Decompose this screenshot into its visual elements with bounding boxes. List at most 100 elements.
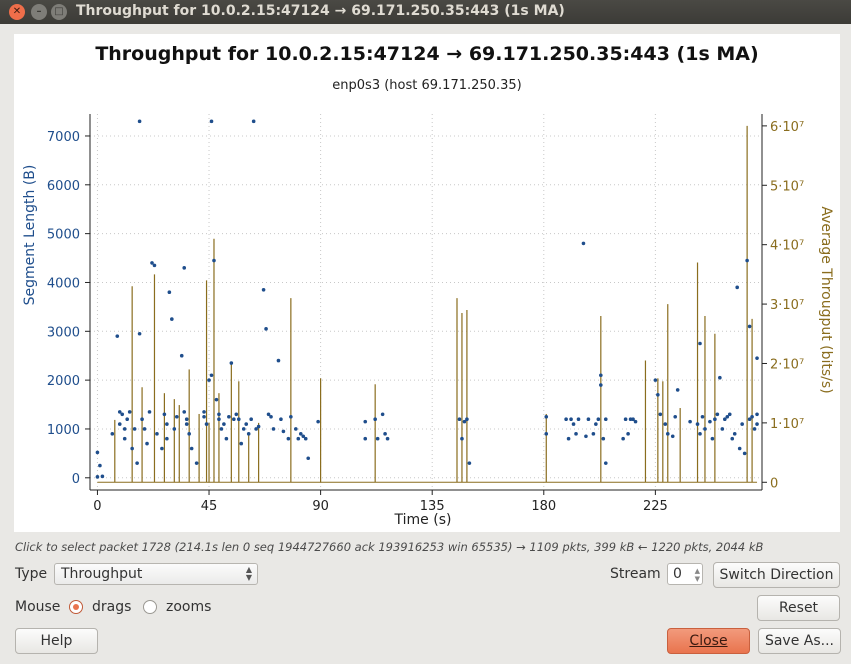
segment-point <box>375 436 380 441</box>
segment-point <box>174 414 179 419</box>
segment-point <box>271 427 276 431</box>
chart-grid <box>90 114 762 490</box>
segment-point <box>217 417 221 421</box>
segment-point <box>623 417 628 421</box>
segment-point <box>246 432 251 436</box>
type-label: Type <box>15 566 48 582</box>
segment-point <box>98 463 102 468</box>
segment-point <box>732 432 737 436</box>
segment-point <box>135 461 139 465</box>
segment-point <box>663 422 668 426</box>
x-axis-label: Time (s) <box>394 512 452 528</box>
segment-point <box>584 434 588 439</box>
window-title: Throughput for 10.0.2.15:47124 → 69.171.… <box>76 3 565 19</box>
type-combobox[interactable]: Throughput ▲ ▼ <box>54 563 258 585</box>
segment-point <box>266 412 271 417</box>
switch-direction-button[interactable]: Switch Direction <box>713 562 840 588</box>
segment-point <box>621 436 625 441</box>
segment-point <box>160 446 164 451</box>
x-tick-label: 180 <box>531 499 556 514</box>
throughput-chart[interactable]: 0 45 90 135 180 225 0 1000 2000 3000 4000 5000 6000 7… <box>14 34 840 532</box>
window-maximize-icon[interactable]: □ <box>51 4 67 20</box>
segment-point <box>658 412 663 417</box>
segment-point <box>603 461 608 465</box>
segment-point <box>142 427 147 431</box>
segment-point <box>127 410 132 414</box>
y2-tick-label: 0 <box>770 476 778 491</box>
y-tick-label: 1000 <box>47 423 80 438</box>
x-tick-label: 0 <box>93 499 101 514</box>
segment-point <box>229 361 234 365</box>
save-as-button[interactable]: Save As... <box>758 628 841 654</box>
segment-point <box>117 422 122 426</box>
y2-tick-label: 6·10⁷ <box>770 120 804 135</box>
reset-button[interactable]: Reset <box>757 595 840 621</box>
spin-arrows-icon[interactable]: ▲ ▼ <box>694 567 700 583</box>
segment-point <box>155 432 159 436</box>
segment-point <box>286 436 291 441</box>
y-tick-label: 7000 <box>47 130 80 145</box>
segment-point <box>187 432 191 436</box>
help-button[interactable]: Help <box>15 628 98 654</box>
type-combobox-value: Throughput <box>61 566 143 582</box>
segment-point <box>718 375 722 380</box>
segment-point <box>172 427 177 431</box>
segment-point <box>670 434 675 439</box>
segment-point <box>296 436 301 441</box>
segment-point <box>244 422 249 426</box>
segment-point <box>755 422 759 426</box>
stream-spinbox[interactable]: 0 ▲ ▼ <box>667 563 703 585</box>
y-tick-label: 2000 <box>47 374 80 389</box>
y-tick-label: 6000 <box>47 179 80 194</box>
drags-label[interactable]: drags <box>92 599 132 615</box>
mouse-label: Mouse <box>15 599 61 615</box>
segment-point <box>150 261 154 265</box>
throughput-series <box>97 125 758 483</box>
zooms-label[interactable]: zooms <box>166 599 212 615</box>
segment-point <box>675 388 680 392</box>
window-minimize-icon[interactable]: – <box>31 4 47 20</box>
plot-title: Throughput for 10.0.2.15:47124 → 69.171.… <box>95 43 759 65</box>
zooms-radio[interactable] <box>143 600 157 614</box>
segment-point <box>576 417 581 421</box>
close-button[interactable]: Close <box>667 628 750 654</box>
segment-point <box>207 378 211 382</box>
segment-point <box>122 427 127 431</box>
segment-point <box>222 422 226 426</box>
segment-point <box>110 432 115 436</box>
segment-point <box>596 417 601 421</box>
segment-point <box>599 373 603 378</box>
segment-point <box>256 424 261 429</box>
segment-point <box>710 436 715 441</box>
segment-point <box>742 451 747 456</box>
segment-point <box>179 353 184 358</box>
window-titlebar: ✕ – □ Throughput for 10.0.2.15:47124 → 6… <box>0 0 851 24</box>
segment-point <box>564 417 568 421</box>
segment-point <box>715 412 720 417</box>
segment-point <box>303 436 308 441</box>
segment-point <box>236 417 241 421</box>
segment-point <box>194 461 199 465</box>
y2-axis-label: Average Througput (bits/s) <box>818 206 834 393</box>
segment-point <box>740 422 744 426</box>
segment-point <box>703 427 707 431</box>
window-close-icon[interactable]: ✕ <box>9 4 25 20</box>
segment-point <box>289 414 293 419</box>
segment-point <box>189 446 194 451</box>
segment-point <box>120 412 125 417</box>
segment-point <box>316 419 320 424</box>
segment-point <box>261 287 266 292</box>
segment-point <box>249 417 253 421</box>
segment-point <box>202 414 206 419</box>
segment-point <box>465 417 469 421</box>
segment-point <box>603 417 608 421</box>
x-tick-label: 135 <box>420 499 445 514</box>
segment-point <box>467 461 472 465</box>
segment-point <box>254 427 258 431</box>
segment-point <box>363 436 368 441</box>
segment-point <box>162 412 167 417</box>
segment-point <box>599 383 603 387</box>
plot-area[interactable]: 0 45 90 135 180 225 0 1000 2000 3000 4000 5000 6000 7… <box>14 34 840 532</box>
drags-radio[interactable] <box>69 600 83 614</box>
segment-point <box>698 341 702 346</box>
